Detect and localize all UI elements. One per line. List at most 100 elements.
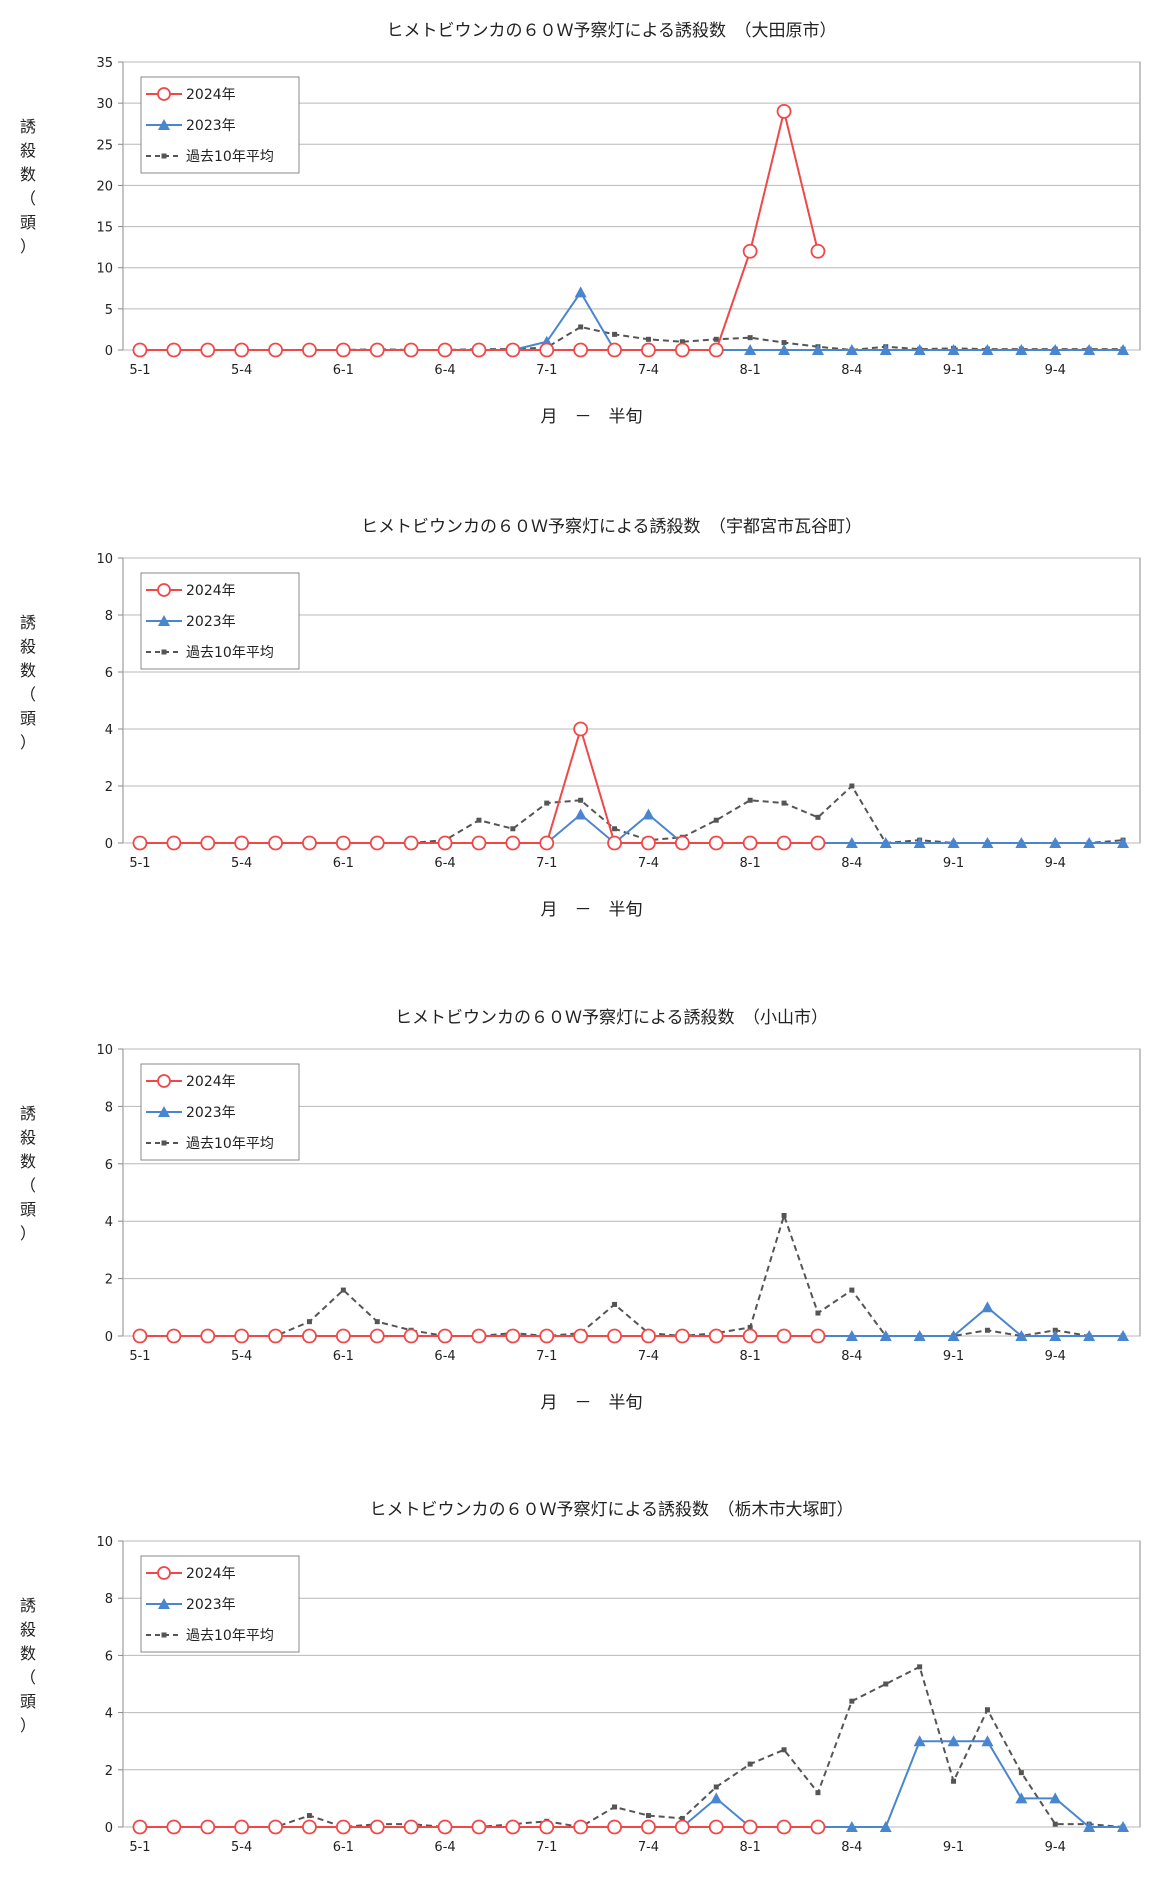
point-2024 bbox=[403, 1819, 419, 1835]
y-tick-label: 2 bbox=[105, 1273, 113, 1288]
point-2023 bbox=[1083, 1330, 1096, 1341]
point-2023 bbox=[913, 344, 926, 355]
avg-point bbox=[612, 1804, 618, 1810]
y-tick-label: 6 bbox=[105, 1158, 113, 1173]
x-tick-label: 8-4 bbox=[841, 1840, 862, 1855]
point-2024 bbox=[268, 342, 283, 358]
x-tick-label: 5-1 bbox=[129, 856, 150, 871]
avg-point bbox=[984, 1327, 990, 1333]
point-2023 bbox=[1049, 344, 1062, 355]
avg-point bbox=[476, 817, 482, 823]
avg-point bbox=[374, 1319, 380, 1325]
point-2024 bbox=[437, 1819, 453, 1835]
avg-point bbox=[713, 817, 719, 823]
avg-point bbox=[612, 1301, 618, 1307]
x-tick-label: 9-4 bbox=[1045, 1840, 1066, 1855]
x-tick-label: 5-4 bbox=[231, 1840, 252, 1855]
point-2023 bbox=[1083, 344, 1096, 355]
y-tick-label: 4 bbox=[105, 1215, 113, 1230]
point-2023 bbox=[710, 1792, 723, 1804]
point-2023 bbox=[879, 1330, 892, 1341]
avg-point bbox=[815, 814, 821, 820]
avg-point bbox=[815, 1310, 821, 1316]
y-tick-label: 4 bbox=[105, 723, 113, 738]
point-2023 bbox=[1049, 837, 1062, 848]
point-2024 bbox=[471, 342, 487, 358]
point-2024 bbox=[268, 835, 283, 851]
x-tick-label: 5-1 bbox=[129, 1840, 150, 1855]
point-2024 bbox=[810, 243, 826, 259]
point-2024 bbox=[641, 1328, 656, 1344]
x-tick-label: 6-1 bbox=[333, 1840, 354, 1855]
point-2024 bbox=[471, 835, 487, 851]
x-tick-label: 7-1 bbox=[536, 856, 557, 871]
point-2024 bbox=[302, 1819, 317, 1835]
point-2024 bbox=[573, 342, 589, 358]
point-2023 bbox=[1049, 1330, 1062, 1341]
point-2023 bbox=[1117, 344, 1130, 355]
avg-point bbox=[679, 1815, 685, 1821]
point-2024 bbox=[132, 1819, 148, 1835]
y-tick-label: 2 bbox=[105, 1764, 113, 1779]
point-2024 bbox=[234, 1819, 250, 1835]
point-2023 bbox=[1015, 837, 1028, 848]
point-2024 bbox=[539, 1328, 555, 1344]
avg-point bbox=[340, 1287, 346, 1293]
point-2024 bbox=[539, 1819, 555, 1835]
point-2023 bbox=[744, 344, 757, 355]
point-2024 bbox=[674, 835, 690, 851]
x-tick-label: 6-4 bbox=[434, 363, 455, 378]
point-2024 bbox=[335, 835, 351, 851]
point-2024 bbox=[471, 1328, 487, 1344]
point-2023 bbox=[981, 1301, 994, 1313]
x-tick-label: 6-4 bbox=[434, 1840, 455, 1855]
point-2024 bbox=[471, 1819, 487, 1835]
point-2023 bbox=[845, 1330, 858, 1341]
avg-point bbox=[713, 1784, 719, 1790]
point-2023 bbox=[879, 1821, 892, 1832]
legend-marker bbox=[158, 1598, 170, 1609]
point-2024 bbox=[335, 1328, 351, 1344]
avg-point bbox=[917, 1664, 923, 1670]
point-2024 bbox=[234, 1328, 250, 1344]
point-2023 bbox=[1015, 1330, 1028, 1341]
x-tick-label: 8-1 bbox=[740, 856, 761, 871]
point-2023 bbox=[981, 344, 994, 355]
point-2024 bbox=[742, 1819, 758, 1835]
y-tick-label: 6 bbox=[105, 666, 113, 681]
avg-point bbox=[510, 826, 516, 832]
point-2024 bbox=[742, 835, 758, 851]
point-2024 bbox=[335, 1819, 351, 1835]
legend-marker bbox=[161, 649, 167, 655]
point-2023 bbox=[981, 1735, 994, 1747]
point-2024 bbox=[607, 835, 622, 851]
point-2023 bbox=[947, 1330, 960, 1341]
point-2024 bbox=[505, 342, 521, 358]
point-2023 bbox=[947, 837, 960, 848]
point-2023 bbox=[913, 1330, 926, 1341]
x-tick-label: 9-1 bbox=[943, 363, 964, 378]
legend-label: 2024年 bbox=[186, 87, 236, 103]
x-tick-label: 7-4 bbox=[638, 363, 659, 378]
chart-title: ヒメトビウンカの６０Ｗ予察灯による誘殺数 （大田原市） bbox=[387, 21, 837, 41]
y-tick-label: 35 bbox=[96, 56, 113, 71]
y-tick-label: 20 bbox=[96, 179, 113, 194]
point-2024 bbox=[200, 1819, 216, 1835]
x-tick-label: 5-1 bbox=[129, 1349, 150, 1364]
legend-marker bbox=[158, 1106, 170, 1117]
point-2024 bbox=[166, 342, 182, 358]
series-2023-line bbox=[139, 290, 1124, 351]
point-2023 bbox=[1083, 837, 1096, 848]
x-tick-label: 9-1 bbox=[943, 856, 964, 871]
avg-point bbox=[544, 800, 550, 806]
point-2023 bbox=[947, 344, 960, 355]
point-2024 bbox=[166, 1819, 182, 1835]
avg-point bbox=[578, 324, 584, 330]
point-2024 bbox=[776, 835, 792, 851]
chart-3: ヒメトビウンカの６０Ｗ予察灯による誘殺数 （小山市） 0 2 4 6 8 10 5-1 5-4 6… bbox=[20, 1008, 1141, 1413]
legend-label: 2024年 bbox=[186, 1074, 236, 1090]
point-2024 bbox=[369, 1819, 385, 1835]
y-tick-label: 0 bbox=[105, 344, 113, 359]
point-2024 bbox=[302, 835, 317, 851]
legend-label: 過去10年平均 bbox=[186, 645, 274, 661]
